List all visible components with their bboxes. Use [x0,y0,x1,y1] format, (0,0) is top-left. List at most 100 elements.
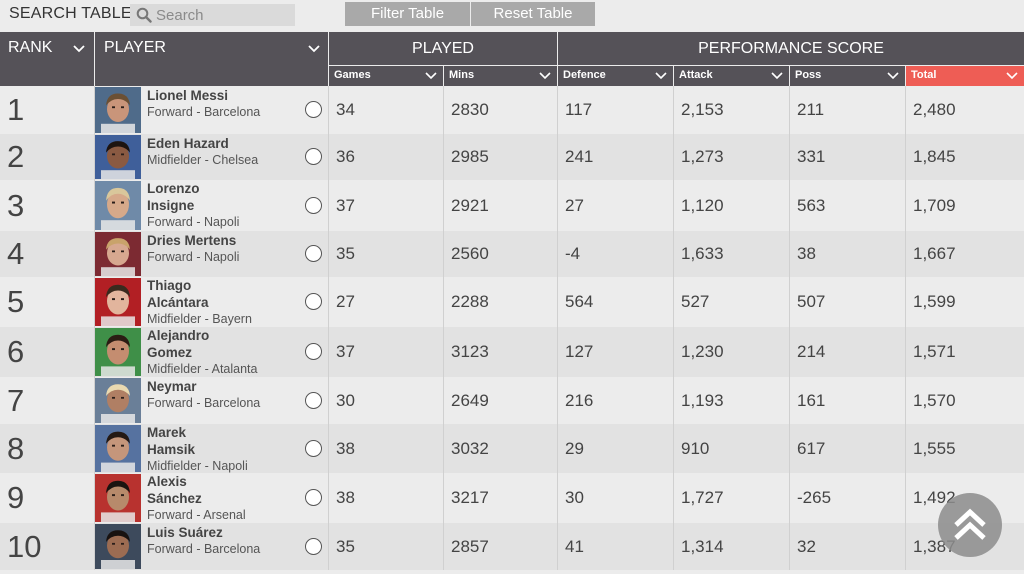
total-cell: 1,845 [913,147,956,166]
column-divider [94,231,95,277]
column-divider [789,231,790,277]
total-cell: 1,570 [913,390,956,410]
rank-cell: 6 [7,334,25,369]
rank-header-label: RANK [8,39,53,56]
player-name: Luis Suárez [147,525,223,540]
select-player-radio[interactable] [305,245,322,262]
column-divider [673,523,674,570]
rank-cell: 1 [7,92,25,127]
column-divider [328,327,329,377]
player-position-club: Forward - Barcelona [147,542,261,556]
select-player-radio[interactable] [305,538,322,555]
column-divider [789,424,790,473]
table-row[interactable]: 7 Neymar Forward - Barcelona 30 2649 216 1,193… [0,377,1024,424]
column-divider [443,377,444,424]
player-name-block: Lionel Messi Forward - Barcelona [147,87,260,121]
column-divider [789,180,790,231]
games-cell: 27 [336,292,355,311]
poss-cell: 214 [797,342,826,361]
column-divider [443,327,444,377]
player-name: Lorenzo [147,181,200,196]
reset-table-button[interactable]: Reset Table [471,2,595,26]
player-position-club: Midfielder - Chelsea [147,153,259,167]
player-name: Thiago [147,278,192,293]
column-divider [328,523,329,570]
attack-cell: 1,727 [681,488,724,507]
select-player-radio[interactable] [305,101,322,118]
search-input[interactable] [156,5,291,25]
chevron-down-icon [771,72,783,80]
player-position-club: Forward - Barcelona [147,396,261,410]
table-row[interactable]: 2 Eden Hazard Midfielder - Chelsea 36 2985 24… [0,134,1024,180]
table-row[interactable]: 6 Alejandro Gomez Midfielder - Atalanta 37 31… [0,327,1024,377]
poss-cell: 32 [797,536,816,556]
column-divider [94,180,95,231]
attack-cell: 1,633 [681,244,724,263]
player-position-club: Forward - Barcelona [147,105,261,119]
table-row[interactable]: 10 Luis Suárez Forward - Barcelona 35 2857 41… [0,523,1024,570]
total-cell: 1,709 [913,195,956,215]
attack-cell: 2,153 [681,100,724,119]
mins-cell: 2857 [451,536,489,556]
column-divider [557,180,558,231]
select-player-radio[interactable] [305,440,322,457]
player-position-club: Midfielder - Napoli [147,459,248,473]
select-player-radio[interactable] [305,343,322,360]
games-column-header[interactable]: Games [329,65,443,86]
defence-cell: 564 [565,292,594,311]
player-position-club: Forward - Arsenal [147,508,246,522]
table-row[interactable]: 3 Lorenzo Insigne Forward - Napoli 37 2921 27 1… [0,180,1024,231]
chevron-down-icon [539,72,551,80]
column-divider [557,86,558,134]
rank-header[interactable]: RANK [0,32,94,86]
column-divider [789,473,790,523]
defence-cell: 41 [565,536,584,556]
attack-column-header[interactable]: Attack [674,65,789,86]
total-column-header[interactable]: Total [906,65,1024,86]
player-name-block: Marek Hamsik Midfielder - Napoli [147,424,248,475]
table-row[interactable]: 9 Alexis Sánchez Forward - Arsenal 38 3217 30 1… [0,473,1024,523]
player-name: Alexis [147,474,187,489]
player-header[interactable]: PLAYER [95,32,328,86]
column-divider [557,327,558,377]
player-name: Neymar [147,379,197,394]
select-player-radio[interactable] [305,489,322,506]
defence-column-header[interactable]: Defence [558,65,673,86]
attack-cell: 1,120 [681,195,724,215]
column-divider [557,473,558,523]
filter-table-button[interactable]: Filter Table [345,2,470,26]
table-row[interactable]: 4 Dries Mertens Forward - Napoli 35 2560 -4 1,… [0,231,1024,277]
select-player-radio[interactable] [305,148,322,165]
defence-cell: 127 [565,342,594,361]
column-divider [328,277,329,327]
attack-column-label: Attack [679,69,713,81]
select-player-radio[interactable] [305,392,322,409]
player-name-block: Dries Mertens Forward - Napoli [147,232,239,266]
column-divider [673,424,674,473]
player-name-block: Eden Hazard Midfielder - Chelsea [147,135,258,169]
column-divider [557,277,558,327]
column-divider [443,180,444,231]
table-row[interactable]: 1 Lionel Messi Forward - Barcelona 34 2830 11… [0,86,1024,134]
mins-cell: 3217 [451,488,489,507]
player-photo [95,474,141,522]
mins-column-header[interactable]: Mins [444,65,557,86]
defence-cell: 29 [565,438,584,458]
select-player-radio[interactable] [305,197,322,214]
mins-cell: 2985 [451,147,489,166]
player-photo [95,328,141,376]
rank-cell: 10 [7,528,42,564]
column-divider [94,327,95,377]
search-label: SEARCH TABLE [9,5,132,22]
search-box[interactable] [130,4,295,26]
column-divider [789,523,790,570]
select-player-radio[interactable] [305,293,322,310]
poss-cell: 331 [797,147,826,166]
player-name-block: Alejandro Gomez Midfielder - Atalanta [147,327,257,378]
player-surname: Insigne [147,198,195,213]
poss-column-header[interactable]: Poss [790,65,905,86]
table-row[interactable]: 5 Thiago Alcántara Midfielder - Bayern 27 228… [0,277,1024,327]
table-row[interactable]: 8 Marek Hamsik Midfielder - Napoli 38 3032 29 9… [0,424,1024,473]
scroll-to-top-button[interactable] [938,493,1002,557]
column-divider [443,523,444,570]
